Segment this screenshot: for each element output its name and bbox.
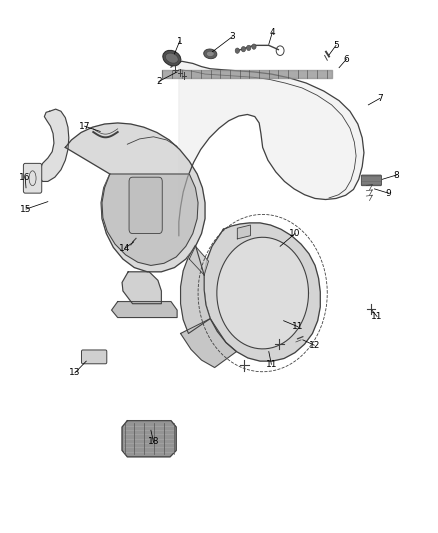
Text: 7: 7 xyxy=(377,94,382,103)
Circle shape xyxy=(235,48,240,53)
Text: 10: 10 xyxy=(289,229,301,238)
Ellipse shape xyxy=(206,51,214,56)
FancyBboxPatch shape xyxy=(81,350,107,364)
Text: 17: 17 xyxy=(79,122,90,131)
Text: 11: 11 xyxy=(265,360,277,369)
Text: 9: 9 xyxy=(385,189,391,198)
Text: 15: 15 xyxy=(20,205,32,214)
FancyBboxPatch shape xyxy=(361,175,381,185)
Text: 1: 1 xyxy=(177,37,183,46)
Polygon shape xyxy=(112,302,177,318)
Text: 14: 14 xyxy=(119,244,131,253)
Polygon shape xyxy=(65,123,205,272)
Polygon shape xyxy=(180,319,237,368)
Text: 5: 5 xyxy=(333,41,339,50)
Text: 16: 16 xyxy=(19,173,31,182)
Ellipse shape xyxy=(204,49,217,59)
Circle shape xyxy=(247,45,251,51)
Text: 18: 18 xyxy=(148,438,159,447)
Polygon shape xyxy=(237,225,251,239)
Text: 3: 3 xyxy=(229,33,235,42)
Text: 2: 2 xyxy=(156,77,162,86)
Circle shape xyxy=(241,46,246,52)
Polygon shape xyxy=(171,61,364,236)
Text: 13: 13 xyxy=(69,368,81,377)
Polygon shape xyxy=(122,272,161,304)
FancyBboxPatch shape xyxy=(129,177,162,233)
Text: 12: 12 xyxy=(308,341,320,350)
Text: 11: 11 xyxy=(292,322,304,331)
Polygon shape xyxy=(217,237,308,349)
Polygon shape xyxy=(189,246,208,275)
Text: 11: 11 xyxy=(371,312,383,321)
Polygon shape xyxy=(39,109,69,181)
Text: 6: 6 xyxy=(344,55,350,63)
Text: 4: 4 xyxy=(269,28,275,37)
Polygon shape xyxy=(122,421,176,457)
FancyBboxPatch shape xyxy=(23,164,42,193)
Polygon shape xyxy=(180,245,210,334)
Text: 8: 8 xyxy=(393,171,399,180)
Circle shape xyxy=(252,44,256,49)
Polygon shape xyxy=(204,223,320,361)
Polygon shape xyxy=(102,174,198,265)
Ellipse shape xyxy=(166,53,178,63)
Ellipse shape xyxy=(163,50,181,66)
